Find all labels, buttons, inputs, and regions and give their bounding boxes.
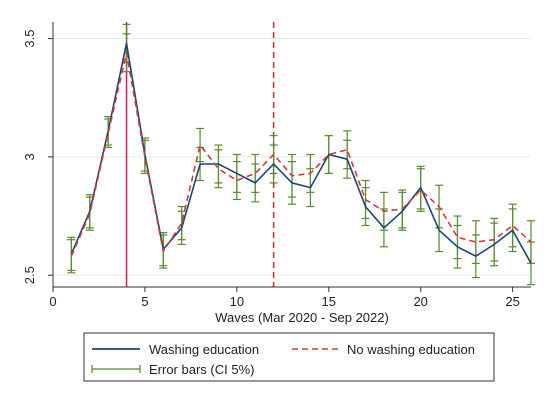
x-tick-label: 5 [141, 294, 148, 309]
x-tick-label: 15 [322, 294, 336, 309]
error-bars [67, 23, 535, 286]
series-lines [70, 43, 532, 264]
series-line-no-washing [70, 52, 532, 257]
legend-box [83, 332, 495, 382]
axes [48, 22, 531, 292]
x-tick-label: 25 [505, 294, 519, 309]
y-tick-label: 3.5 [22, 30, 37, 48]
tick-labels: 2.5 3 3.5 0 5 10 15 20 25 [22, 30, 520, 309]
legend-label-no-washing: No washing education [347, 342, 475, 357]
y-tick-label: 2.5 [22, 266, 37, 284]
series-line-washing [70, 43, 532, 264]
x-tick-label: 10 [230, 294, 244, 309]
x-tick-label: 20 [413, 294, 427, 309]
legend: Washing education No washing education Err… [83, 332, 495, 382]
legend-label-errorbars: Error bars (CI 5%) [149, 362, 254, 377]
y-tick-label: 3 [22, 153, 37, 160]
x-tick-label: 0 [49, 294, 56, 309]
legend-label-washing: Washing education [149, 342, 259, 357]
x-axis-label: Waves (Mar 2020 - Sep 2022) [215, 310, 389, 325]
